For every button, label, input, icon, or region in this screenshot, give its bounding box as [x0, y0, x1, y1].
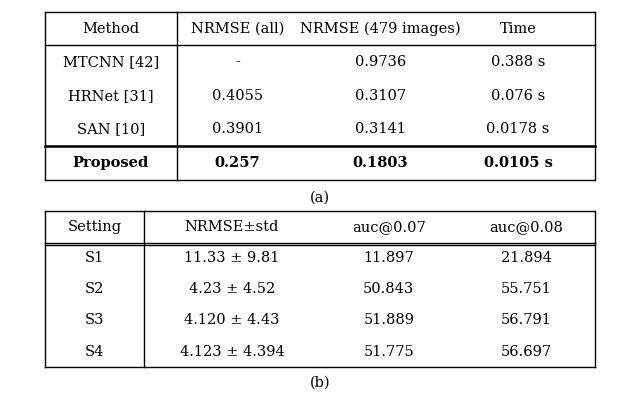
Text: 0.3107: 0.3107	[355, 89, 406, 103]
Text: MTCNN [42]: MTCNN [42]	[63, 55, 159, 69]
Text: 51.889: 51.889	[364, 313, 414, 328]
Text: 0.0178 s: 0.0178 s	[486, 122, 550, 136]
Text: NRMSE (479 images): NRMSE (479 images)	[300, 22, 461, 36]
Text: 4.123 ± 4.394: 4.123 ± 4.394	[180, 344, 284, 359]
Text: 55.751: 55.751	[501, 282, 552, 296]
Text: 4.23 ± 4.52: 4.23 ± 4.52	[189, 282, 275, 296]
Text: 56.697: 56.697	[501, 344, 552, 359]
Text: 11.33 ± 9.81: 11.33 ± 9.81	[184, 251, 280, 265]
Text: -: -	[235, 55, 240, 69]
Text: 51.775: 51.775	[364, 344, 414, 359]
Text: SAN [10]: SAN [10]	[77, 122, 145, 136]
Text: 0.0105 s: 0.0105 s	[484, 156, 552, 170]
Text: S4: S4	[84, 344, 104, 359]
Text: HRNet [31]: HRNet [31]	[68, 89, 154, 103]
Text: Proposed: Proposed	[73, 156, 149, 170]
Text: auc@0.07: auc@0.07	[352, 220, 426, 234]
Text: NRMSE (all): NRMSE (all)	[191, 22, 284, 36]
Text: 0.9736: 0.9736	[355, 55, 406, 69]
Text: Method: Method	[83, 22, 140, 36]
Text: 0.1803: 0.1803	[353, 156, 408, 170]
Text: (b): (b)	[310, 376, 330, 390]
Text: 0.3901: 0.3901	[212, 122, 263, 136]
Text: S1: S1	[84, 251, 104, 265]
Text: (a): (a)	[310, 190, 330, 205]
Text: S2: S2	[84, 282, 104, 296]
Text: 21.894: 21.894	[501, 251, 552, 265]
Text: 11.897: 11.897	[364, 251, 414, 265]
Text: auc@0.08: auc@0.08	[490, 220, 563, 234]
Text: 4.120 ± 4.43: 4.120 ± 4.43	[184, 313, 280, 328]
Text: 0.4055: 0.4055	[212, 89, 263, 103]
Text: 0.257: 0.257	[214, 156, 260, 170]
Text: 50.843: 50.843	[363, 282, 415, 296]
Text: Time: Time	[500, 22, 536, 36]
Text: S3: S3	[84, 313, 104, 328]
Text: 0.388 s: 0.388 s	[491, 55, 545, 69]
Text: 0.076 s: 0.076 s	[491, 89, 545, 103]
Text: Setting: Setting	[67, 220, 122, 234]
Text: 0.3141: 0.3141	[355, 122, 406, 136]
Text: 56.791: 56.791	[501, 313, 552, 328]
Text: NRMSE±std: NRMSE±std	[185, 220, 279, 234]
